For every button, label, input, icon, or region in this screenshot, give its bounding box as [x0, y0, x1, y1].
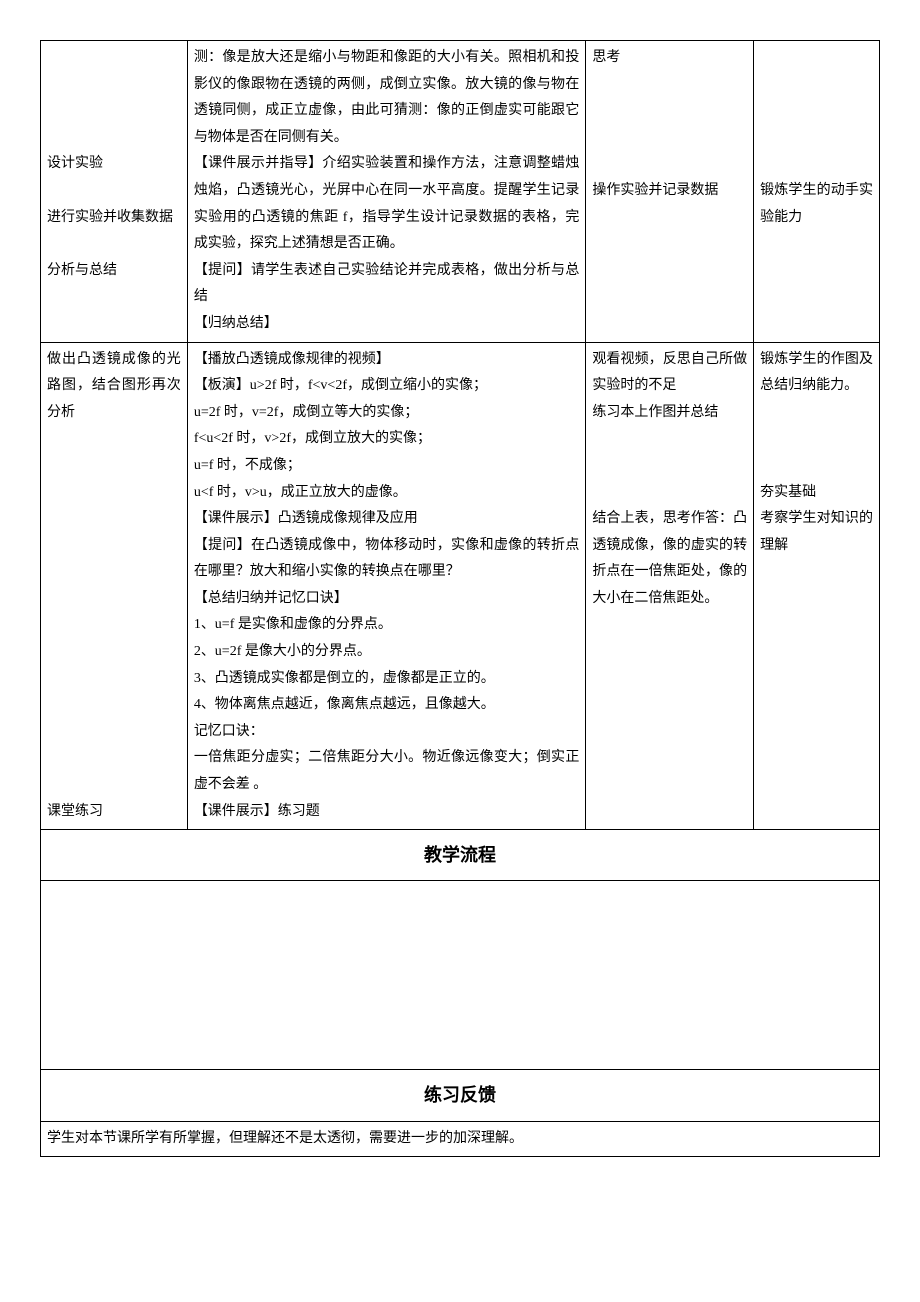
cell-teaching-content: 【播放凸透镜成像规律的视频】【板演】u>2f 时，f<v<2f，成倒立缩小的实像… — [187, 342, 586, 830]
teaching-flow-header: 教学流程 — [41, 830, 880, 881]
practice-feedback-body: 学生对本节课所学有所掌握，但理解还不是太透彻，需要进一步的加深理解。 — [41, 1121, 880, 1157]
section-row-feedback: 练习反馈 — [41, 1070, 880, 1121]
teaching-flow-body — [41, 881, 880, 1070]
cell-teaching-content: 测：像是放大还是缩小与物距和像距的大小有关。照相机和投影仪的像跟物在透镜的两侧，… — [187, 41, 586, 343]
section-row-flow: 教学流程 — [41, 830, 880, 881]
table-row: 做出凸透镜成像的光路图，结合图形再次分析 课堂练习 【播放凸透镜成像规律的视频】… — [41, 342, 880, 830]
flow-content-row — [41, 881, 880, 1070]
document-page: 设计实验 进行实验并收集数据 分析与总结 测：像是放大还是缩小与物距和像距的大小… — [40, 40, 880, 1157]
lesson-plan-table: 设计实验 进行实验并收集数据 分析与总结 测：像是放大还是缩小与物距和像距的大小… — [40, 40, 880, 1157]
table-row: 设计实验 进行实验并收集数据 分析与总结 测：像是放大还是缩小与物距和像距的大小… — [41, 41, 880, 343]
cell-student-activity: 观看视频，反思自己所做实验时的不足练习本上作图并总结 结合上表，思考作答：凸透镜… — [586, 342, 754, 830]
feedback-content-row: 学生对本节课所学有所掌握，但理解还不是太透彻，需要进一步的加深理解。 — [41, 1121, 880, 1157]
cell-design-intent: 锻炼学生的作图及总结归纳能力。 夯实基础考察学生对知识的理解 — [754, 342, 880, 830]
cell-teacher-activity: 设计实验 进行实验并收集数据 分析与总结 — [41, 41, 188, 343]
cell-design-intent: 锻炼学生的动手实验能力 — [754, 41, 880, 343]
cell-teacher-activity: 做出凸透镜成像的光路图，结合图形再次分析 课堂练习 — [41, 342, 188, 830]
practice-feedback-header: 练习反馈 — [41, 1070, 880, 1121]
cell-student-activity: 思考 操作实验并记录数据 — [586, 41, 754, 343]
